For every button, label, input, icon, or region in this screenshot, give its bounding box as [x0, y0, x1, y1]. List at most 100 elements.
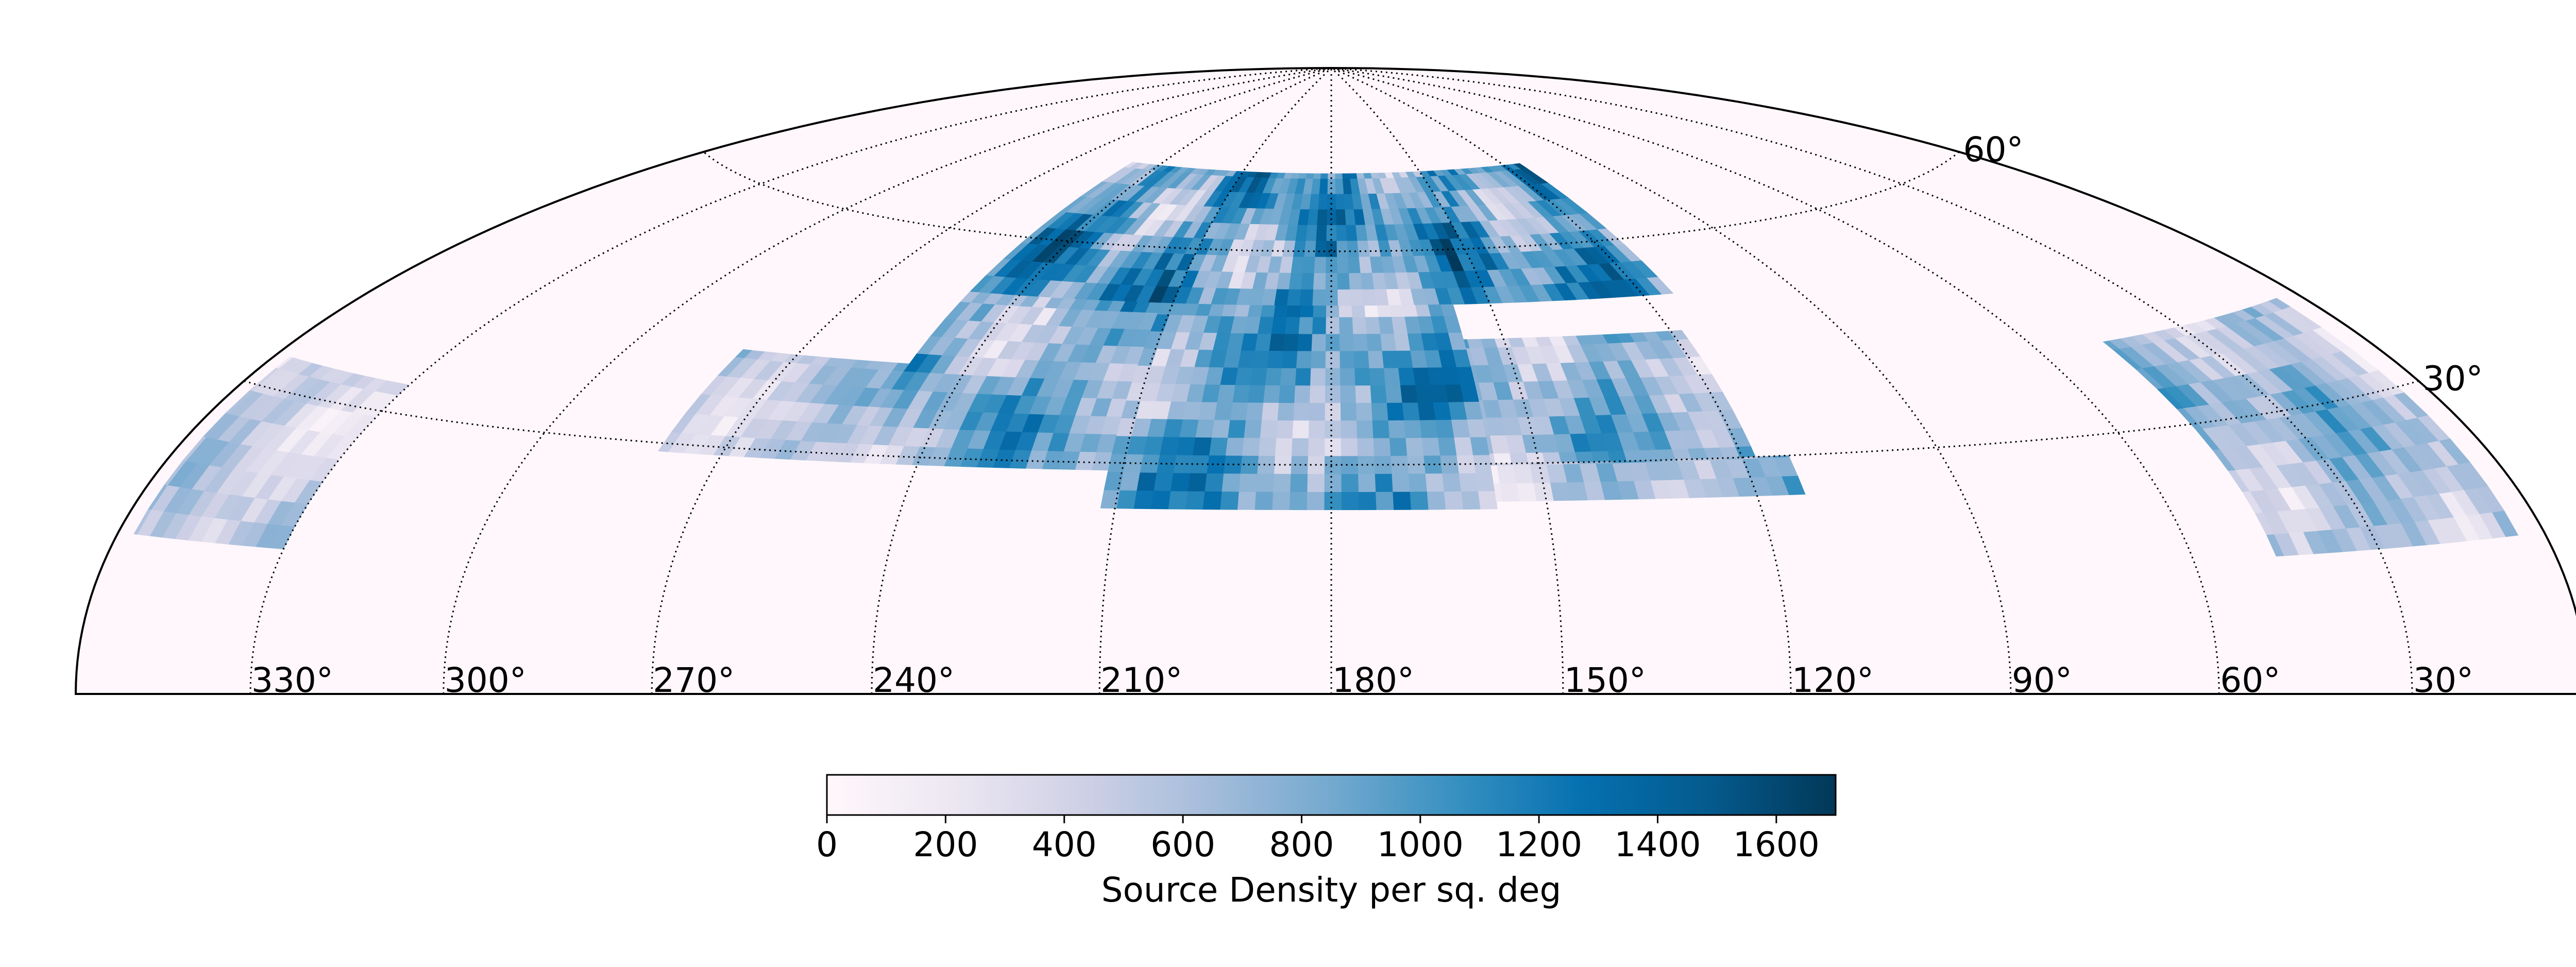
density-cell: [1282, 333, 1299, 351]
ra-tick-label: 330°: [251, 660, 333, 700]
footprint-region-7: [133, 356, 410, 550]
density-cell: [1430, 384, 1449, 403]
density-cell: [1292, 420, 1309, 438]
density-cell: [1284, 316, 1300, 334]
density-cell: [1480, 338, 1498, 348]
density-cell: [1336, 273, 1350, 290]
density-cell: [1451, 419, 1470, 438]
density-cell: [1310, 350, 1326, 368]
density-cell: [1406, 455, 1426, 474]
colorbar-bar: [826, 774, 1837, 816]
density-cell: [1297, 333, 1313, 351]
density-cell: [1466, 338, 1484, 348]
density-cell: [1351, 316, 1367, 334]
density-cell: [1475, 472, 1496, 491]
tick-labels: 330° 300° 270° 240° 210° 180° 150° 120° 90° 60° 30…: [251, 130, 2483, 700]
density-cell: [1317, 193, 1328, 210]
density-cell: [1211, 419, 1230, 438]
density-layer: [133, 162, 2519, 557]
density-cell: [1375, 491, 1394, 511]
density-cell: [1279, 367, 1297, 386]
density-cell: [1325, 240, 1337, 257]
density-cell: [1427, 367, 1446, 385]
density-cell: [1336, 240, 1348, 257]
density-cell: [1270, 316, 1287, 334]
density-cell: [1345, 224, 1358, 241]
density-cell: [1252, 350, 1269, 368]
density-cell: [1237, 491, 1256, 510]
density-cell: [1409, 491, 1429, 510]
density-cell: [1389, 437, 1408, 456]
density-cell: [1351, 306, 1366, 317]
meridian-line: [1331, 67, 1792, 694]
density-cell: [1405, 437, 1424, 456]
density-cell: [1273, 473, 1291, 492]
density-cell: [1353, 350, 1369, 368]
density-cell: [1308, 437, 1325, 456]
ra-tick-label: 210°: [1100, 660, 1182, 700]
density-cell: [1312, 306, 1327, 317]
density-cell: [1298, 316, 1313, 334]
density-cell: [1355, 402, 1372, 421]
density-cell: [1325, 333, 1340, 351]
density-cell: [1513, 464, 1534, 483]
meridian-line: [249, 67, 1332, 694]
density-cell: [1435, 419, 1454, 438]
meridian-line: [871, 67, 1332, 694]
density-cell: [1313, 256, 1326, 274]
density-cell: [1370, 402, 1388, 421]
density-cell: [1288, 272, 1303, 290]
density-cell: [1278, 385, 1296, 403]
density-cell: [1398, 367, 1416, 385]
density-cell: [1338, 306, 1352, 317]
meridian-line: [1331, 67, 2220, 694]
ra-tick-label: 240°: [873, 660, 955, 700]
density-cell: [1255, 473, 1274, 492]
density-cell: [1276, 420, 1294, 438]
density-cell: [1247, 305, 1263, 317]
density-cell: [1419, 419, 1438, 438]
density-cell: [1496, 463, 1514, 466]
density-cell: [1374, 289, 1389, 306]
density-cell: [1293, 402, 1310, 421]
density-cell: [1358, 256, 1372, 274]
density-cell: [1157, 302, 1175, 315]
density-cell: [1391, 316, 1408, 334]
density-cell: [1295, 367, 1311, 386]
density-cell: [1254, 491, 1274, 510]
density-cell: [1307, 473, 1325, 492]
density-cell: [1381, 350, 1399, 368]
density-cell: [1202, 491, 1222, 510]
ra-tick-label: 150°: [1564, 660, 1646, 700]
density-cell: [1349, 289, 1364, 307]
density-cell: [1341, 455, 1359, 474]
density-cell: [1305, 173, 1314, 179]
ra-tick-label: 300°: [445, 660, 527, 700]
density-cell: [1676, 459, 1694, 462]
density-cell: [1443, 491, 1463, 510]
density-cell: [1403, 419, 1422, 438]
density-cell: [1195, 419, 1215, 438]
density-cell: [1326, 225, 1337, 241]
density-cell: [1578, 462, 1596, 464]
density-cell: [1357, 240, 1370, 257]
density-cell: [1340, 402, 1357, 421]
density-cell: [1367, 350, 1384, 368]
colorbar-tick-label: 800: [1269, 825, 1334, 864]
density-cell: [1340, 367, 1355, 386]
colorbar-tick-label: 400: [1032, 825, 1097, 864]
density-cell: [1426, 491, 1446, 510]
density-cell: [1339, 350, 1355, 368]
density-cell: [1402, 304, 1418, 317]
density-cell: [1533, 482, 1554, 501]
density-cell: [1357, 437, 1375, 456]
density-cell: [1344, 209, 1356, 225]
density-cell: [1275, 437, 1293, 456]
density-cell: [1415, 384, 1433, 403]
density-cell: [960, 291, 980, 303]
density-cell: [1499, 483, 1520, 502]
density-cell: [1412, 367, 1431, 385]
density-cell: [1320, 173, 1328, 179]
density-cell: [1170, 472, 1191, 491]
density-cell: [1340, 385, 1356, 403]
